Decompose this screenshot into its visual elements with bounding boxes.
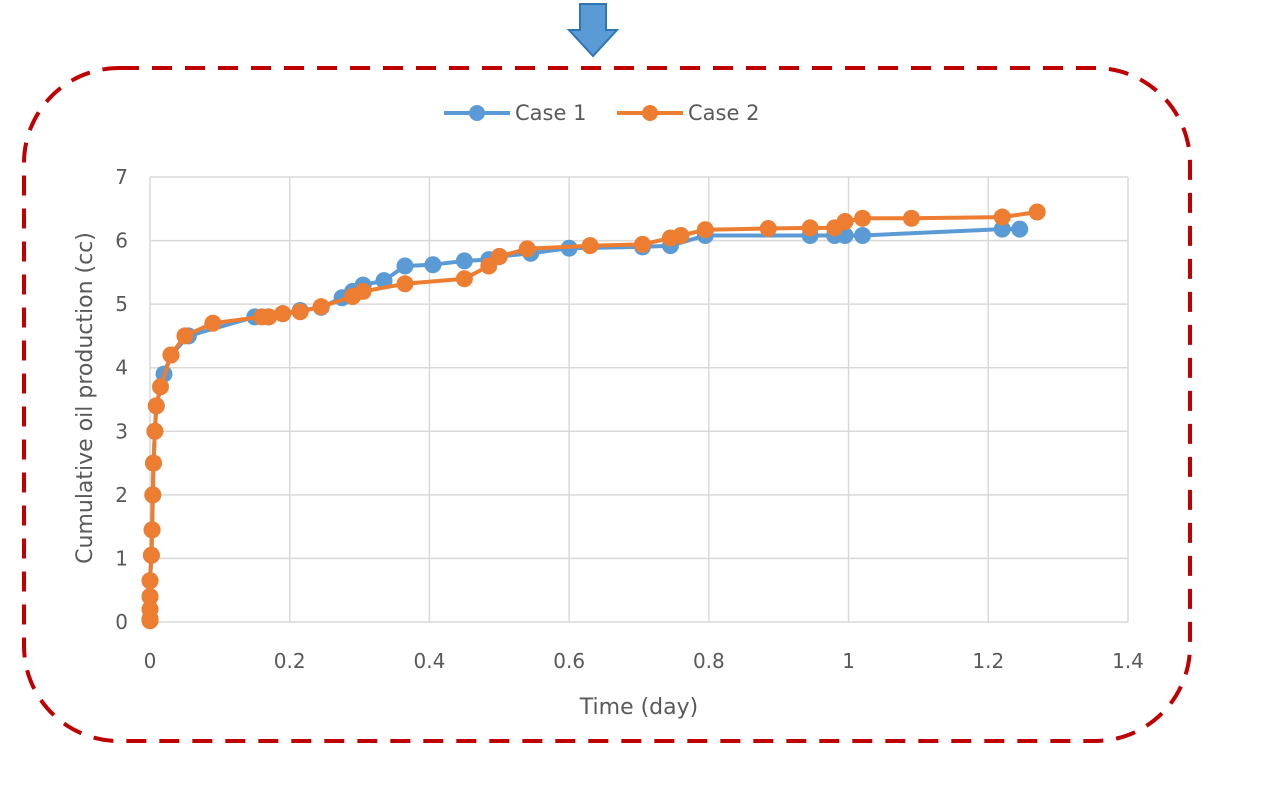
data-point-case2 xyxy=(836,213,854,230)
data-point-case2 xyxy=(902,209,920,227)
data-point-case2 xyxy=(147,397,165,415)
y-tick-label: 3 xyxy=(115,419,128,443)
x-axis-title: Time (day) xyxy=(579,695,698,720)
data-point-case2 xyxy=(291,303,309,321)
y-tick-label: 0 xyxy=(115,610,128,634)
x-tick-label: 1.4 xyxy=(1112,649,1144,673)
data-point-case2 xyxy=(141,572,159,590)
data-point-case2 xyxy=(144,486,162,504)
y-tick-label: 4 xyxy=(115,356,128,380)
data-point-case2 xyxy=(143,521,161,539)
data-point-case2 xyxy=(141,588,159,606)
legend: Case 1 Case 2 xyxy=(444,101,759,125)
data-point-case1 xyxy=(424,256,442,274)
data-point-case2 xyxy=(801,219,819,237)
data-point-case2 xyxy=(151,378,169,396)
down-arrow-icon xyxy=(566,3,620,58)
data-point-case2 xyxy=(162,346,180,364)
data-point-case2 xyxy=(993,208,1011,226)
series-case1 xyxy=(141,220,1029,628)
x-tick-label: 0.8 xyxy=(693,649,725,673)
legend-label-case2: Case 2 xyxy=(688,101,759,125)
x-tick-label: 0 xyxy=(144,649,157,673)
legend-item-case1: Case 1 xyxy=(444,101,586,125)
series-line-case1 xyxy=(148,227,1020,619)
data-point-case2 xyxy=(696,221,714,239)
x-tick-label: 1.2 xyxy=(972,649,1004,673)
data-point-case1 xyxy=(455,252,473,270)
x-axis-ticks: 0 0.2 0.4 0.6 0.8 1 1.2 1.4 xyxy=(144,649,1144,673)
data-point-case2 xyxy=(274,305,292,323)
series-case2 xyxy=(141,203,1046,630)
data-point-case1 xyxy=(396,257,414,275)
legend-marker-case2 xyxy=(642,105,658,121)
data-point-case2 xyxy=(141,600,159,618)
y-axis-ticks: 0 1 2 3 4 5 6 7 xyxy=(115,165,128,634)
x-tick-label: 0.2 xyxy=(274,649,306,673)
data-point-case2 xyxy=(204,314,222,332)
x-tick-label: 0.4 xyxy=(414,649,446,673)
y-tick-label: 7 xyxy=(115,165,128,189)
data-point-case2 xyxy=(672,226,690,244)
data-point-case2 xyxy=(1028,203,1046,221)
data-point-case2 xyxy=(144,454,162,472)
y-tick-label: 6 xyxy=(115,229,128,253)
x-tick-label: 1 xyxy=(842,649,855,673)
y-tick-label: 5 xyxy=(115,292,128,316)
y-tick-label: 1 xyxy=(115,546,128,570)
data-point-case2 xyxy=(759,219,777,237)
data-point-case2 xyxy=(854,209,872,227)
data-point-case2 xyxy=(455,270,473,288)
y-tick-label: 2 xyxy=(115,483,128,507)
y-axis-title: Cumulative oil production (cc) xyxy=(73,232,98,564)
data-point-case2 xyxy=(146,422,164,440)
legend-label-case1: Case 1 xyxy=(515,101,586,125)
data-point-case1 xyxy=(993,220,1011,238)
data-point-case2 xyxy=(142,546,160,564)
data-point-case2 xyxy=(396,275,414,293)
data-point-case2 xyxy=(633,235,651,253)
data-point-case2 xyxy=(518,240,536,258)
legend-marker-case1 xyxy=(469,105,485,121)
dashed-frame xyxy=(22,66,1192,743)
x-tick-label: 0.6 xyxy=(553,649,585,673)
series-line-case2 xyxy=(148,210,1038,621)
data-point-case2 xyxy=(312,298,330,316)
legend-item-case2: Case 2 xyxy=(617,101,759,125)
data-point-case1 xyxy=(1011,220,1029,238)
gridlines xyxy=(149,176,1129,623)
data-point-case2 xyxy=(260,308,278,326)
data-point-case2 xyxy=(176,327,194,345)
data-point-case2 xyxy=(354,282,372,300)
data-point-case1 xyxy=(854,226,872,244)
data-point-case2 xyxy=(581,237,599,255)
series-group xyxy=(141,203,1046,630)
data-point-case2 xyxy=(490,247,508,265)
